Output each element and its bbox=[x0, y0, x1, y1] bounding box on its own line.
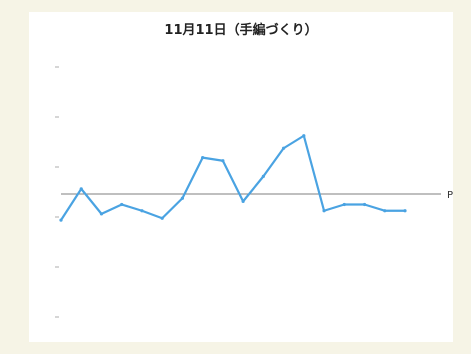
line-chart: 11月11日（手編づくり） P bbox=[55, 22, 453, 318]
data-point bbox=[342, 202, 346, 207]
data-point bbox=[160, 216, 164, 220]
data-point bbox=[120, 202, 124, 207]
y-axis bbox=[55, 66, 59, 318]
data-point bbox=[383, 209, 387, 213]
data-point bbox=[302, 134, 306, 138]
data-point bbox=[403, 209, 407, 213]
chart-panel: 11月11日（手編づくり） P bbox=[29, 12, 453, 342]
data-point bbox=[221, 159, 225, 163]
data-point bbox=[99, 212, 104, 216]
data-point bbox=[261, 174, 265, 178]
data-point bbox=[281, 146, 286, 150]
data-point bbox=[362, 202, 367, 207]
data-point bbox=[322, 209, 326, 213]
data-point bbox=[59, 218, 63, 222]
series-points bbox=[59, 134, 407, 222]
data-point bbox=[241, 199, 245, 203]
reference-line-label: P bbox=[447, 190, 453, 201]
data-point bbox=[79, 187, 83, 191]
data-point bbox=[180, 196, 185, 200]
data-point bbox=[140, 209, 144, 213]
series-line bbox=[60, 134, 405, 221]
chart-title: 11月11日（手編づくり） bbox=[164, 22, 317, 38]
data-point bbox=[201, 156, 205, 160]
